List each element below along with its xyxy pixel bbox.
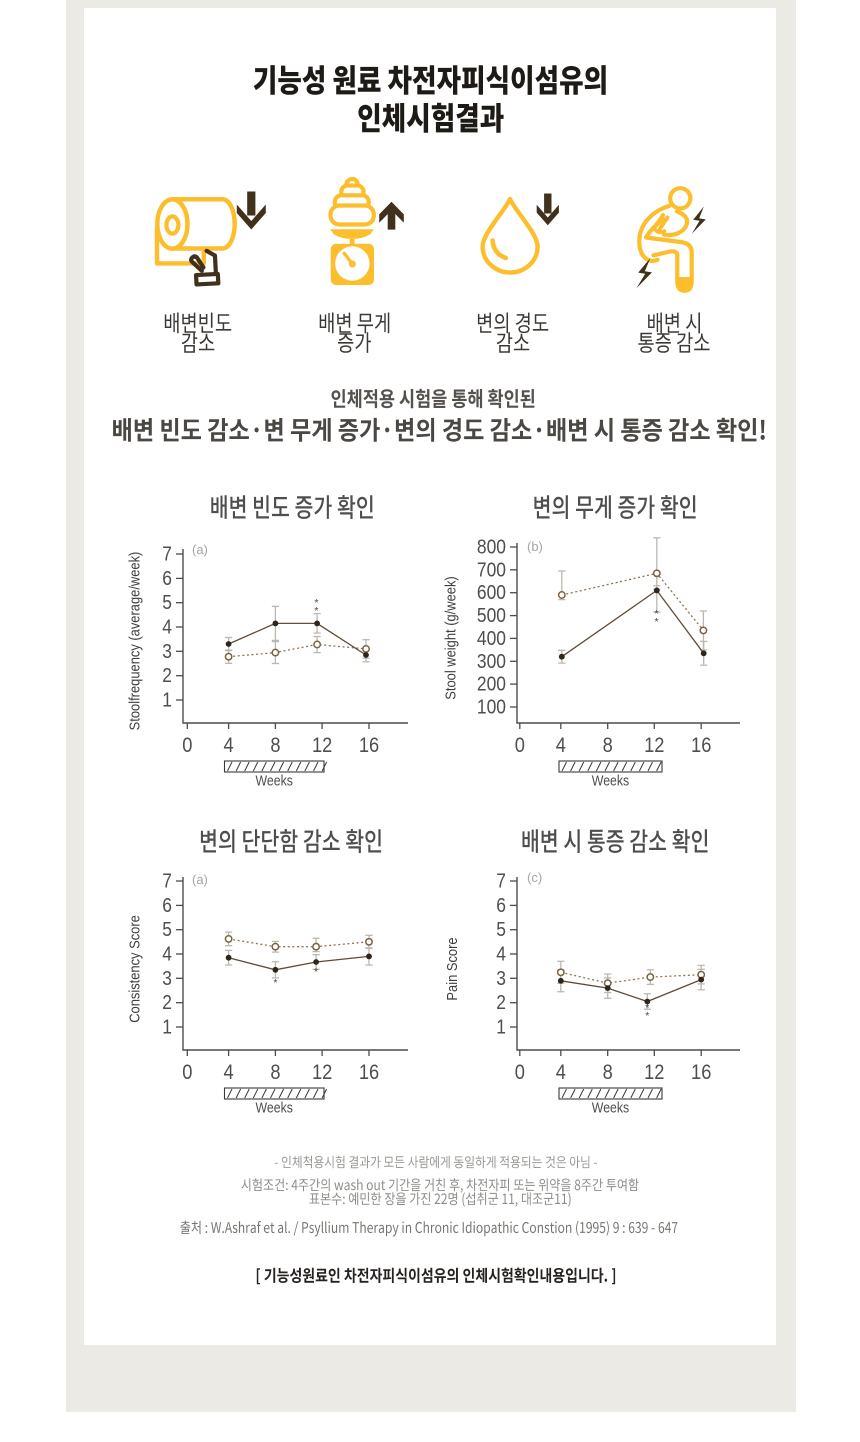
svg-text:2: 2: [162, 665, 172, 688]
svg-text:6: 6: [162, 568, 172, 591]
svg-text:500: 500: [477, 605, 506, 628]
svg-text:700: 700: [477, 559, 506, 582]
svg-text:Stool weight (g/week): Stool weight (g/week): [441, 576, 458, 699]
svg-text:12: 12: [312, 734, 332, 758]
svg-text:800: 800: [477, 536, 506, 559]
svg-text:0: 0: [515, 734, 525, 758]
svg-text:6: 6: [162, 895, 172, 918]
svg-text:300: 300: [477, 651, 506, 674]
svg-text:12: 12: [644, 1061, 664, 1085]
svg-text:1: 1: [496, 1016, 506, 1039]
svg-text:Weeks: Weeks: [592, 1100, 630, 1116]
svg-text:2: 2: [496, 992, 506, 1015]
svg-text:Weeks: Weeks: [256, 773, 294, 789]
svg-text:3: 3: [162, 641, 172, 664]
svg-text:100: 100: [477, 696, 506, 719]
svg-text:0: 0: [182, 1061, 192, 1085]
svg-text:4: 4: [224, 734, 234, 758]
svg-text:Pain Score: Pain Score: [443, 937, 460, 1000]
svg-text:16: 16: [359, 1061, 379, 1085]
svg-text:200: 200: [477, 673, 506, 696]
svg-text:5: 5: [496, 919, 506, 942]
svg-text:*: *: [314, 966, 318, 978]
svg-text:12: 12: [644, 734, 664, 758]
svg-text:600: 600: [477, 582, 506, 605]
svg-text:8: 8: [603, 1061, 613, 1085]
svg-text:4: 4: [556, 734, 566, 758]
svg-text:3: 3: [162, 968, 172, 991]
svg-text:4: 4: [162, 943, 172, 966]
svg-text:2: 2: [162, 992, 172, 1015]
svg-text:Consistency Score: Consistency Score: [125, 915, 142, 1023]
svg-text:1: 1: [162, 689, 172, 712]
svg-text:*: *: [654, 616, 658, 628]
svg-text:Stoolfrequency (average/week): Stoolfrequency (average/week): [125, 552, 142, 731]
svg-text:5: 5: [162, 592, 172, 615]
svg-text:*: *: [645, 1010, 649, 1022]
svg-text:0: 0: [182, 734, 192, 758]
svg-text:3: 3: [496, 968, 506, 991]
svg-text:12: 12: [312, 1061, 332, 1085]
svg-text:Weeks: Weeks: [592, 773, 630, 789]
svg-text:16: 16: [691, 1061, 711, 1085]
svg-text:(a): (a): [192, 542, 208, 557]
svg-text:(b): (b): [527, 539, 543, 554]
svg-text:4: 4: [496, 943, 506, 966]
svg-text:7: 7: [496, 870, 506, 893]
svg-text:4: 4: [224, 1061, 234, 1085]
svg-text:4: 4: [556, 1061, 566, 1085]
svg-text:8: 8: [270, 1061, 280, 1085]
svg-text:1: 1: [162, 1016, 172, 1039]
svg-text:7: 7: [162, 870, 172, 893]
svg-text:*: *: [314, 605, 318, 617]
svg-text:400: 400: [477, 628, 506, 651]
svg-text:0: 0: [515, 1061, 525, 1085]
svg-text:*: *: [314, 597, 318, 609]
svg-text:4: 4: [162, 616, 172, 639]
svg-text:*: *: [654, 608, 658, 620]
svg-text:5: 5: [162, 919, 172, 942]
svg-text:16: 16: [359, 734, 379, 758]
svg-text:Weeks: Weeks: [256, 1100, 294, 1116]
svg-text:8: 8: [270, 734, 280, 758]
svg-text:*: *: [273, 977, 277, 989]
svg-text:7: 7: [162, 543, 172, 566]
svg-text:6: 6: [496, 895, 506, 918]
svg-text:(a): (a): [192, 872, 208, 887]
svg-text:(c): (c): [527, 870, 542, 885]
svg-text:8: 8: [603, 734, 613, 758]
svg-text:*: *: [645, 1002, 649, 1014]
svg-text:16: 16: [691, 734, 711, 758]
